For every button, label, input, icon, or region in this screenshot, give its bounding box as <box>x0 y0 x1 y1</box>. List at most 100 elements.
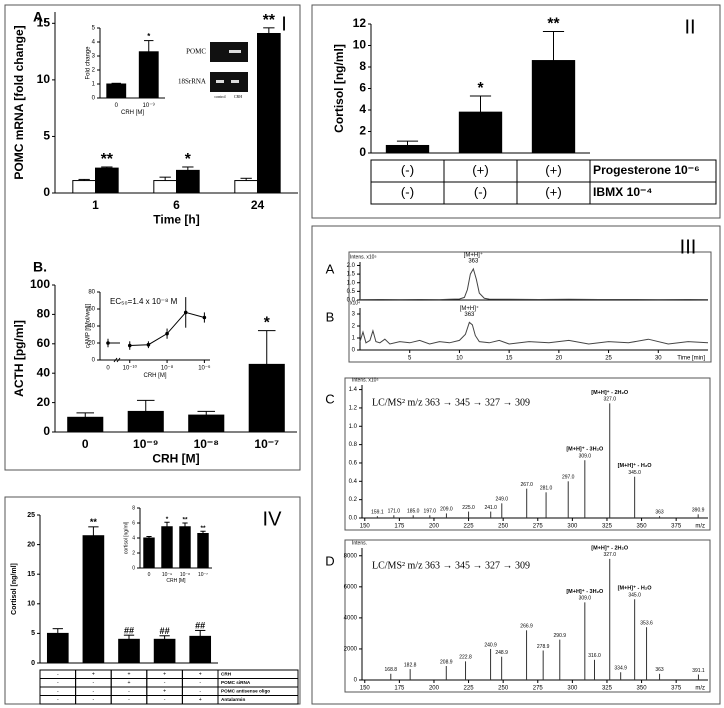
x-axis-label: CRH [M] <box>152 451 199 465</box>
peak-label: 171.0 <box>388 509 401 515</box>
bar <box>176 169 200 194</box>
gel-band <box>216 80 224 83</box>
section-label: II <box>684 16 695 38</box>
annotation: EC₅₀=1.4 x 10⁻⁸ M <box>110 297 178 306</box>
bar <box>153 180 178 194</box>
x-tick-label: 6 <box>173 198 180 212</box>
x-tick-label: 200 <box>429 686 440 692</box>
x-tick-label: 325 <box>602 524 613 530</box>
x-tick-label: 0 <box>106 366 110 372</box>
table-cell-text: - <box>199 689 201 695</box>
x-tick-label: 30 <box>655 356 662 362</box>
peak-label: 345.0 <box>628 470 641 476</box>
peak-label: 290.9 <box>554 633 567 639</box>
table-cell-text: - <box>93 689 95 695</box>
y-tick-label: 0 <box>354 678 358 684</box>
x-tick-label: 25 <box>605 356 612 362</box>
y-tick-label: 0.5 <box>347 289 356 295</box>
section-label: IV <box>263 508 283 530</box>
y-tick-label: 0 <box>92 96 96 102</box>
peak-label: 241.0 <box>484 505 497 511</box>
y-tick-label: 15 <box>27 571 35 578</box>
bar <box>189 635 212 664</box>
y-tick-label: 1 <box>92 82 96 88</box>
x-tick-label: 24 <box>251 198 265 212</box>
x-tick-label: 250 <box>498 686 509 692</box>
y-tick-label: 8000 <box>344 553 358 559</box>
table-row-label: CRH <box>221 671 232 676</box>
y-tick-label: 6 <box>132 520 135 526</box>
y-tick-label: 6000 <box>344 584 358 590</box>
panel-label: C <box>325 391 334 406</box>
y-tick-label: 2.0 <box>347 263 356 269</box>
bar <box>106 83 127 99</box>
peak-annotation: [M+H]⁺ <box>460 305 479 312</box>
y-tick-label: 1.0 <box>349 424 358 430</box>
table-cell-text: + <box>163 672 166 678</box>
y-axis-label: ACTH [pg/ml] <box>12 320 26 397</box>
y-tick-label: 0 <box>92 358 96 364</box>
table-cell-text: (-) <box>401 162 414 177</box>
bar <box>72 180 96 194</box>
y-tick-label: 8 <box>132 505 135 511</box>
panel-frame <box>4 496 301 705</box>
x-tick-label: 325 <box>602 686 613 692</box>
significance-label: ## <box>124 625 134 635</box>
peak-label: 363 <box>655 509 664 515</box>
peak-label: 159.1 <box>371 509 384 515</box>
x-axis-label: Time [min] <box>677 356 705 362</box>
significance-label: * <box>185 151 192 168</box>
gel-band <box>231 80 239 83</box>
significance-label: ** <box>101 151 114 168</box>
y-tick-label: 20 <box>27 541 35 548</box>
spectrum-frame <box>344 539 711 693</box>
bar <box>161 526 173 569</box>
y-axis-label: Intens. <box>352 540 367 546</box>
peak-label: 309.0 <box>579 454 592 460</box>
peak-label: 225.0 <box>462 505 475 511</box>
table-cell-text: - <box>199 680 201 686</box>
y-tick-label: 100 <box>30 277 50 291</box>
peak-label: 209.0 <box>440 507 453 513</box>
table-cell-text: - <box>164 680 166 686</box>
gel-label: POMC <box>186 48 206 56</box>
method-label: LC/MS² m/z 363 → 345 → 327 → 309 <box>372 560 530 571</box>
gel-image <box>210 72 248 92</box>
peak-label: 390.9 <box>692 508 705 514</box>
table-cell-text: (+) <box>545 162 561 177</box>
significance-label: * <box>166 516 169 523</box>
bar <box>197 533 209 569</box>
table-cell-text: (-) <box>474 184 487 199</box>
table-cell-text: (+) <box>545 184 561 199</box>
y-tick-label: 0 <box>359 145 366 159</box>
x-tick-label: 0 <box>82 437 89 451</box>
bar <box>138 51 159 99</box>
y-tick-label: 2 <box>352 324 356 330</box>
y-axis-label: Intens. x10⁵ <box>350 254 377 260</box>
x-axis-label: CRH [M] <box>144 373 167 379</box>
bar <box>188 414 225 433</box>
significance-label: ## <box>160 626 170 636</box>
y-tick-label: 10 <box>27 601 35 608</box>
y-tick-label: 0.4 <box>349 479 358 485</box>
x-tick-label: 350 <box>637 524 648 530</box>
bar <box>127 410 164 433</box>
y-tick-label: 40 <box>88 324 95 330</box>
bar <box>234 180 259 194</box>
x-tick-label: 1 <box>92 198 99 212</box>
y-tick-label: 1.0 <box>347 280 356 286</box>
table-cell-text: - <box>57 689 59 695</box>
y-tick-label: 40 <box>37 365 51 379</box>
significance-label: ** <box>200 525 206 532</box>
table-cell-text: - <box>164 697 166 703</box>
y-tick-label: 1.2 <box>349 406 358 412</box>
peak-label: 168.8 <box>385 667 398 673</box>
x-tick-label: 375 <box>671 686 682 692</box>
x-tick-label: 10⁻⁸ <box>180 572 190 578</box>
y-tick-label: 0 <box>31 660 35 667</box>
bar <box>531 60 576 154</box>
y-tick-label: 8 <box>359 59 366 73</box>
table-row-label: POMC siRNA <box>221 680 251 685</box>
table-cell-text: - <box>57 672 59 678</box>
x-tick-label: 10⁻⁷ <box>198 572 208 578</box>
